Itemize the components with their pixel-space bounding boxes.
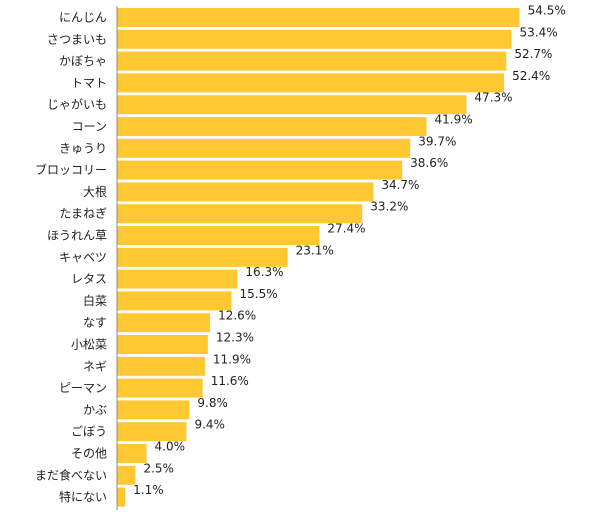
category-label: なす	[83, 316, 107, 330]
category-label: キャベツ	[59, 250, 107, 264]
value-label: 33.2%	[370, 200, 408, 214]
category-label: ピーマン	[59, 381, 107, 395]
value-label: 52.7%	[514, 47, 552, 61]
category-label: かぶ	[83, 403, 107, 417]
bar-17	[117, 356, 205, 376]
category-label: さつまいも	[47, 32, 107, 46]
value-label: 53.4%	[519, 25, 557, 39]
category-label: じゃがいも	[47, 97, 107, 112]
value-label: 12.6%	[218, 309, 256, 323]
bar-9	[117, 182, 374, 202]
value-label: 52.4%	[512, 69, 550, 83]
bars-layer	[117, 8, 520, 507]
bar-5	[117, 95, 467, 115]
category-label: 白菜	[83, 293, 107, 308]
value-label: 23.1%	[296, 243, 334, 257]
category-label: きゅうり	[59, 141, 107, 155]
bar-22	[117, 465, 136, 485]
category-label: ブロッコリー	[35, 162, 107, 177]
bar-16	[117, 335, 208, 354]
bar-11	[117, 226, 320, 245]
category-label: ネギ	[83, 359, 107, 373]
value-label: 9.4%	[194, 418, 225, 432]
category-label: にんじん	[59, 11, 107, 25]
labels-layer: にんじん 54.5% さつまいも 53.4% かぼちゃ 52.7% トマト 52.4% じゃがい…	[35, 4, 566, 505]
value-label: 54.5%	[528, 4, 566, 18]
value-label: 34.7%	[381, 178, 419, 192]
value-label: 39.7%	[418, 134, 456, 148]
category-label: レタス	[71, 272, 107, 286]
bar-21	[117, 444, 147, 463]
bar-20	[117, 422, 187, 442]
category-label: ごぼう	[71, 424, 107, 439]
value-label: 12.3%	[216, 331, 254, 345]
bar-23	[117, 487, 126, 507]
category-label: その他	[71, 447, 107, 461]
bar-7	[117, 138, 411, 158]
value-label: 41.9%	[435, 113, 473, 127]
category-label: トマト	[71, 76, 107, 90]
value-label: 15.5%	[240, 287, 278, 301]
value-label: 38.6%	[410, 156, 448, 170]
category-label: たまねぎ	[59, 207, 107, 221]
value-label: 47.3%	[474, 91, 512, 105]
bar-10	[117, 204, 363, 224]
value-label: 11.9%	[213, 352, 251, 366]
value-label: 16.3%	[245, 265, 283, 279]
category-label: まだ食べない	[35, 467, 107, 482]
bar-8	[117, 160, 403, 180]
category-label: コーン	[72, 120, 107, 134]
bar-1	[117, 8, 520, 27]
bar-2	[117, 29, 512, 49]
value-label: 4.0%	[155, 440, 186, 454]
value-label: 9.8%	[197, 396, 228, 410]
value-label: 27.4%	[327, 222, 365, 236]
bar-6	[117, 117, 427, 136]
value-label: 2.5%	[143, 461, 174, 475]
bar-13	[117, 269, 238, 289]
category-label: 大根	[83, 185, 107, 199]
category-label: 特にない	[59, 489, 107, 504]
value-label: 1.1%	[133, 483, 164, 497]
category-label: 小松菜	[71, 338, 107, 352]
category-label: かぼちゃ	[59, 54, 107, 68]
bar-18	[117, 378, 203, 398]
value-label: 11.6%	[211, 374, 249, 388]
bar-4	[117, 73, 505, 93]
bar-14	[117, 291, 232, 311]
bar-19	[117, 400, 190, 420]
bar-15	[117, 313, 211, 333]
bar-3	[117, 51, 507, 71]
bar-12	[117, 247, 288, 267]
category-label: ほうれん草	[47, 229, 107, 243]
